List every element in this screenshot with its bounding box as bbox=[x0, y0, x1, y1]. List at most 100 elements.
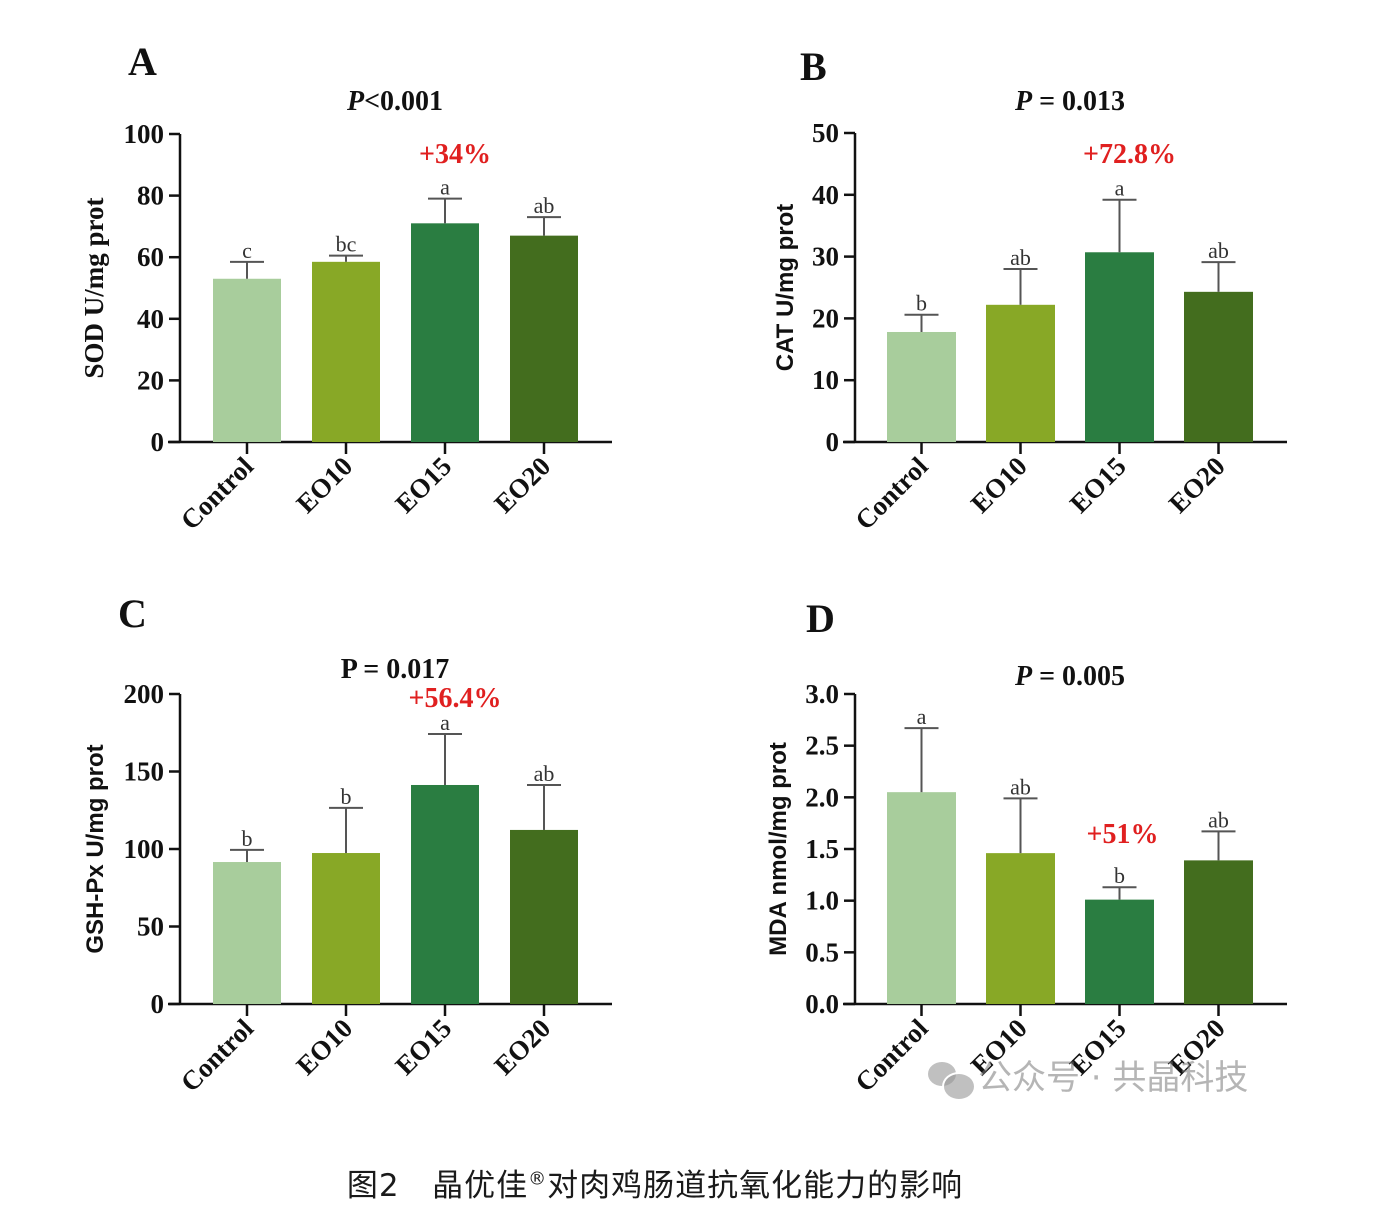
significance-letter: ab bbox=[1208, 238, 1229, 263]
x-tick-label: EO15 bbox=[1064, 451, 1132, 519]
bar-eo15 bbox=[411, 784, 479, 1004]
caption-prefix: 图2 bbox=[346, 1168, 400, 1204]
x-tick-label: EO15 bbox=[389, 451, 457, 519]
y-tick-label: 0.0 bbox=[805, 989, 839, 1019]
registered-mark: ® bbox=[528, 1168, 548, 1190]
y-tick-label: 20 bbox=[137, 365, 164, 395]
figure-caption: 图2 晶优佳®对肉鸡肠道抗氧化能力的影响 bbox=[0, 1160, 1310, 1205]
x-tick-label: EO20 bbox=[1163, 451, 1231, 519]
y-tick-label: 2.5 bbox=[805, 731, 839, 761]
percent-change-annotation: +72.8% bbox=[1083, 139, 1176, 170]
bar-control bbox=[887, 331, 956, 442]
y-tick-label: 200 bbox=[124, 679, 165, 709]
significance-letter: ab bbox=[534, 193, 555, 218]
y-tick-label: 40 bbox=[812, 180, 839, 210]
x-tick-label: Control bbox=[175, 1013, 260, 1098]
y-axis-label: MDA nmol/mg prot bbox=[765, 742, 792, 956]
bar-eo10 bbox=[312, 853, 380, 1004]
significance-letter: b bbox=[341, 784, 352, 809]
y-tick-label: 3.0 bbox=[805, 679, 839, 709]
y-tick-label: 20 bbox=[812, 303, 839, 333]
y-tick-label: 1.0 bbox=[805, 886, 839, 916]
significance-letter: bc bbox=[336, 232, 357, 257]
significance-letter: b bbox=[916, 291, 927, 316]
percent-change-annotation: +51% bbox=[1087, 819, 1159, 850]
significance-letter: ab bbox=[1010, 245, 1031, 270]
x-tick-label: EO20 bbox=[488, 451, 556, 519]
watermark: 公众号 · 共晶科技 bbox=[928, 1050, 1249, 1101]
bar-eo20 bbox=[1184, 291, 1253, 442]
y-axis-label: CAT U/mg prot bbox=[772, 204, 799, 372]
panel-letter: D bbox=[806, 596, 835, 641]
p-symbol: P bbox=[1014, 86, 1033, 117]
significance-letter: c bbox=[242, 238, 252, 263]
p-value: = 0.005 bbox=[1032, 661, 1125, 692]
x-tick-label: EO10 bbox=[290, 451, 358, 519]
bar-control bbox=[213, 862, 281, 1004]
bar-eo20 bbox=[510, 235, 578, 442]
y-tick-label: 50 bbox=[812, 118, 839, 148]
p-value: <0.001 bbox=[364, 86, 443, 117]
x-tick-label: EO20 bbox=[488, 1013, 556, 1081]
caption-body: 对肉鸡肠道抗氧化能力的影响 bbox=[547, 1168, 964, 1204]
panel-title: P = 0.013 bbox=[1014, 86, 1125, 117]
percent-change-annotation: +56.4% bbox=[409, 683, 502, 714]
y-tick-label: 1.5 bbox=[805, 834, 839, 864]
significance-letter: ab bbox=[1010, 774, 1031, 799]
wechat-icon bbox=[928, 1061, 976, 1101]
p-symbol: P bbox=[346, 86, 365, 117]
y-tick-label: 150 bbox=[124, 757, 165, 787]
significance-letter: a bbox=[440, 175, 450, 200]
significance-letter: ab bbox=[534, 761, 555, 786]
y-tick-label: 2.0 bbox=[805, 782, 839, 812]
y-tick-label: 0 bbox=[151, 989, 165, 1019]
bar-eo15 bbox=[1085, 899, 1154, 1004]
panel-title: P<0.001 bbox=[346, 86, 443, 117]
y-tick-label: 50 bbox=[137, 912, 164, 942]
bar-control bbox=[887, 792, 956, 1004]
y-tick-label: 80 bbox=[137, 181, 164, 211]
y-tick-label: 10 bbox=[812, 365, 839, 395]
bar-eo10 bbox=[986, 304, 1055, 442]
x-tick-label: EO10 bbox=[965, 451, 1033, 519]
significance-letter: b bbox=[242, 826, 253, 851]
x-tick-label: Control bbox=[849, 1013, 934, 1098]
panel-title: P = 0.017 bbox=[341, 654, 450, 685]
bar-eo20 bbox=[1184, 860, 1253, 1004]
caption-brand: 晶优佳 bbox=[432, 1168, 529, 1204]
watermark-text: 公众号 · 共晶科技 bbox=[978, 1058, 1249, 1098]
y-tick-label: 30 bbox=[812, 242, 839, 272]
y-tick-label: 60 bbox=[137, 242, 164, 272]
panel-title: P = 0.005 bbox=[1014, 661, 1125, 692]
x-tick-label: Control bbox=[849, 451, 934, 536]
p-value: = 0.017 bbox=[356, 654, 449, 685]
y-axis-label: GSH-Px U/mg prot bbox=[82, 744, 109, 953]
x-tick-label: EO10 bbox=[290, 1013, 358, 1081]
significance-letter: a bbox=[440, 710, 450, 735]
bar-eo10 bbox=[312, 261, 380, 442]
bar-eo10 bbox=[986, 853, 1055, 1004]
y-tick-label: 100 bbox=[124, 119, 165, 149]
y-tick-label: 40 bbox=[137, 304, 164, 334]
p-symbol: P bbox=[341, 654, 358, 685]
significance-letter: b bbox=[1114, 863, 1125, 888]
bar-control bbox=[213, 278, 281, 442]
y-tick-label: 0 bbox=[826, 427, 840, 457]
p-value: = 0.013 bbox=[1032, 86, 1125, 117]
significance-letter: a bbox=[1115, 176, 1125, 201]
y-tick-label: 0.5 bbox=[805, 937, 839, 967]
y-tick-label: 0 bbox=[151, 427, 165, 457]
significance-letter: ab bbox=[1208, 807, 1229, 832]
p-symbol: P bbox=[1014, 661, 1033, 692]
bar-eo20 bbox=[510, 829, 578, 1004]
y-axis-label: SOD U/mg prot bbox=[79, 197, 109, 378]
panel-letter: A bbox=[128, 39, 157, 84]
significance-letter: a bbox=[917, 704, 927, 729]
x-tick-label: EO15 bbox=[389, 1013, 457, 1081]
panel-letter: C bbox=[118, 591, 147, 636]
percent-change-annotation: +34% bbox=[419, 139, 491, 170]
bar-eo15 bbox=[411, 223, 479, 442]
x-tick-label: Control bbox=[175, 451, 260, 536]
y-tick-label: 100 bbox=[124, 834, 165, 864]
